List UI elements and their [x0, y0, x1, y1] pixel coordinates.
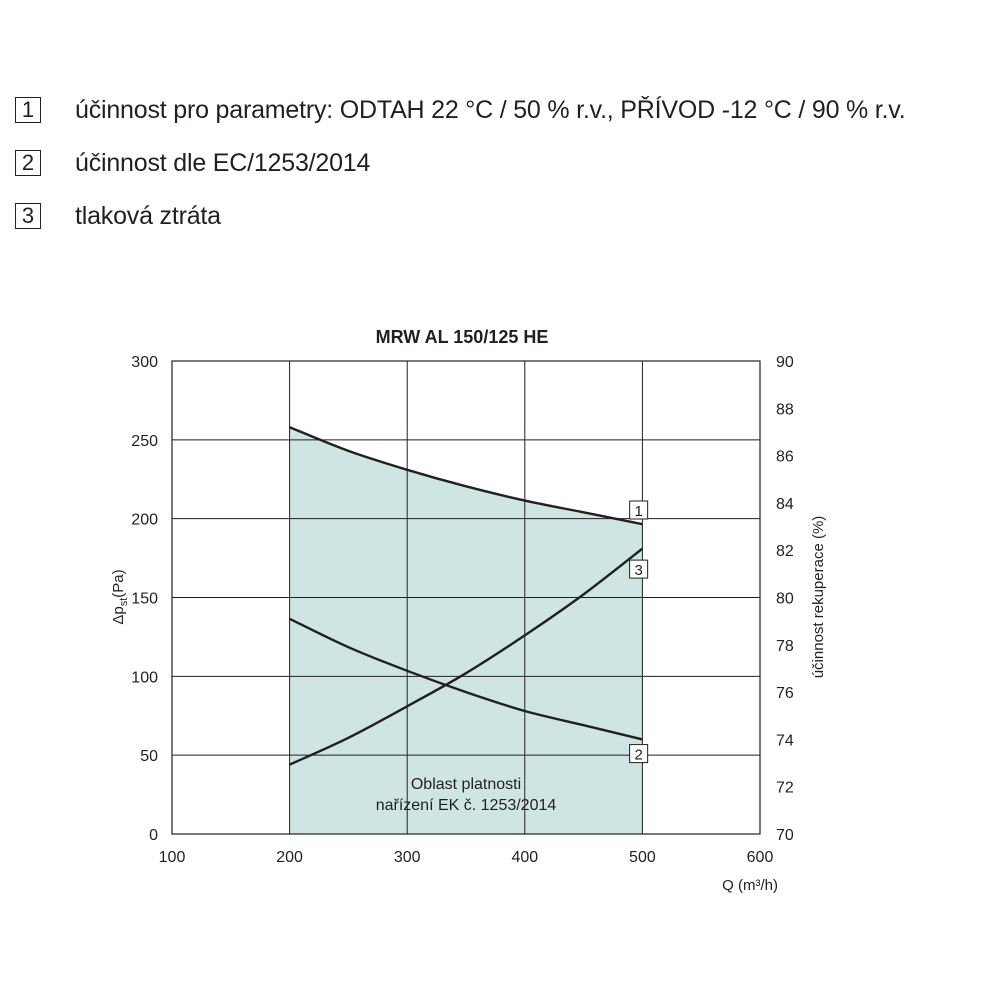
x-tick-label: 600 — [747, 849, 774, 866]
y2-tick-label: 84 — [776, 496, 794, 513]
series-label: 2 — [634, 747, 642, 764]
region-label: Oblast platnosti — [411, 776, 521, 793]
x-tick-label: 100 — [159, 849, 186, 866]
plot-frame — [171, 360, 761, 835]
y2-tick-label: 76 — [776, 685, 794, 702]
series-line-1 — [289, 426, 643, 526]
y2-tick-label: 80 — [776, 591, 794, 608]
x-axis-label: Q (m³/h) — [722, 877, 778, 894]
legend-item-3: 3 tlaková ztráta — [15, 201, 905, 230]
x-tick-label: 300 — [394, 849, 421, 866]
y2-tick-label: 86 — [776, 449, 794, 466]
y-tick-label: 0 — [149, 827, 158, 844]
series-line-3 — [289, 547, 644, 766]
legend-text: účinnost dle EC/1253/2014 — [75, 148, 371, 177]
series-line-2 — [289, 617, 643, 741]
region-top-mask — [289, 425, 643, 525]
y-tick-label: 150 — [131, 591, 158, 608]
y-tick-label: 50 — [140, 748, 158, 765]
y2-tick-label: 82 — [776, 543, 794, 560]
y-axis-label: Δpst(Pa) — [110, 569, 130, 624]
legend: 1 účinnost pro parametry: ODTAH 22 °C / … — [15, 95, 906, 256]
y2-tick-label: 72 — [776, 780, 794, 797]
legend-text: tlaková ztráta — [75, 201, 221, 230]
series-label: 3 — [634, 562, 642, 579]
series-label: 1 — [634, 503, 642, 520]
y2-axis-label: účinnost rekuperace (%) — [810, 516, 827, 679]
y-tick-label: 250 — [131, 433, 158, 450]
y-tick-label: 300 — [131, 354, 158, 371]
series-label-box — [629, 559, 649, 579]
legend-number-box: 1 — [15, 97, 41, 123]
x-tick-label: 500 — [629, 849, 656, 866]
y2-tick-label: 70 — [776, 827, 794, 844]
y-tick-label: 100 — [131, 669, 158, 686]
y2-tick-label: 78 — [776, 638, 794, 655]
series-label-box — [629, 744, 649, 764]
legend-item-1: 1 účinnost pro parametry: ODTAH 22 °C / … — [15, 95, 906, 124]
chart-title: MRW AL 150/125 HE — [376, 327, 549, 347]
y2-tick-label: 88 — [776, 401, 794, 418]
legend-item-2: 2 účinnost dle EC/1253/2014 — [15, 148, 905, 177]
y2-tick-label: 74 — [776, 732, 794, 749]
y2-tick-label: 90 — [776, 354, 794, 371]
region-label: nařízení EK č. 1253/2014 — [376, 797, 557, 814]
legend-number-box: 3 — [15, 203, 41, 229]
x-tick-label: 200 — [276, 849, 303, 866]
series-label-box — [629, 500, 649, 520]
x-tick-label: 400 — [511, 849, 538, 866]
legend-number-box: 2 — [15, 150, 41, 176]
legend-text: účinnost pro parametry: ODTAH 22 °C / 50… — [75, 95, 906, 124]
y-tick-label: 200 — [131, 512, 158, 529]
